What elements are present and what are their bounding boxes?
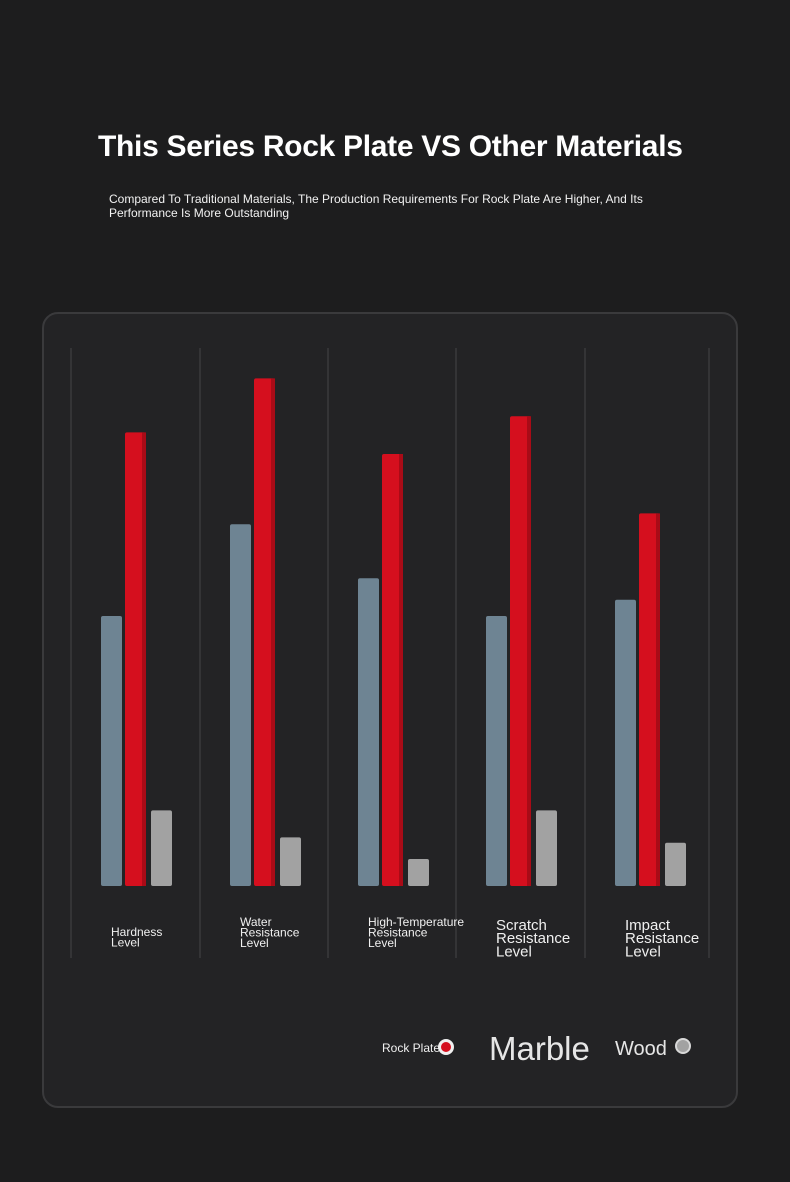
bar-rock-plate: [382, 454, 403, 886]
bar-wood: [280, 837, 301, 886]
bar-rock-plate-shade: [142, 432, 146, 886]
bar-marble: [101, 616, 122, 886]
bar-wood: [536, 810, 557, 886]
bar-rock-plate: [125, 432, 146, 886]
bar-wood: [151, 810, 172, 886]
bar-rock-plate-shade: [271, 378, 275, 886]
bar-rock-plate: [510, 416, 531, 886]
bar-marble: [358, 578, 379, 886]
category-label: Impact Resistance Level: [625, 917, 699, 960]
bar-rock-plate-shade: [399, 454, 403, 886]
bar-wood: [408, 859, 429, 886]
bar-marble: [615, 599, 636, 886]
category-label: Scratch Resistance Level: [496, 917, 570, 960]
bar-rock-plate: [639, 513, 660, 886]
legend-marble-label: Marble: [489, 1030, 590, 1067]
page-subtitle: Compared To Traditional Materials, The P…: [109, 192, 643, 220]
bar-wood: [665, 842, 686, 886]
bar-rock-plate-shade: [656, 513, 660, 886]
bar-marble: [230, 524, 251, 886]
legend-wood-swatch: [675, 1038, 691, 1054]
legend-wood-label: Wood: [615, 1038, 667, 1060]
bar-rock-plate: [254, 378, 275, 886]
bar-marble: [486, 616, 507, 886]
category-label: Hardness Level: [111, 925, 162, 950]
legend-rock-plate-label: Rock Plate: [382, 1041, 441, 1055]
category-label: Water Resistance Level: [240, 915, 300, 950]
page-title: This Series Rock Plate VS Other Material…: [98, 130, 683, 163]
bar-rock-plate-shade: [527, 416, 531, 886]
legend-rock-plate-swatch: [438, 1039, 454, 1055]
category-label: High-Temperature Resistance Level: [368, 915, 464, 950]
